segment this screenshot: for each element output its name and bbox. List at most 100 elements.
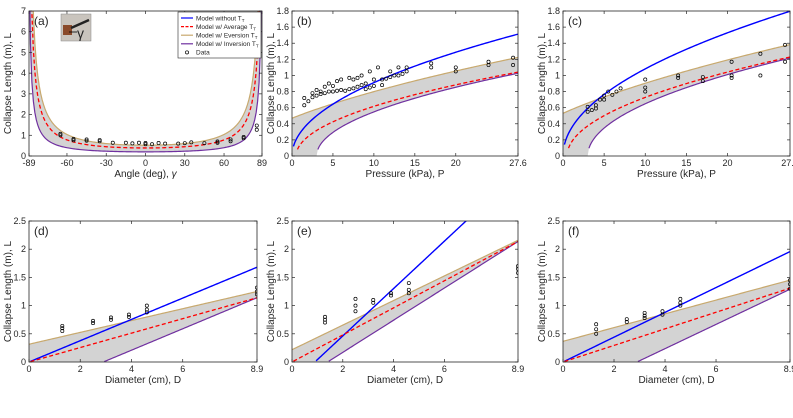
data-point [314,87,319,92]
y-tick-label: 0 [21,151,26,161]
data-point [339,87,344,92]
panel-c: 0 5 10 15 20 27.6 0 0.2 0.4 0.6 0.8 1 1.2 1.4 1.6 1.8 Pr… [537,6,793,180]
x-tick-label: 10 [640,158,650,168]
data-point [594,327,599,332]
data-point [676,75,681,80]
data-point [322,84,327,89]
data-point [598,97,602,102]
panel-e: 0 2 4 6 8.9 0 0.5 1 1.5 2 2.5 Diameter (cm), D Colla… [266,216,524,386]
data-point [371,77,376,82]
y-axis-label: Collapse Length (m), L [3,32,14,134]
y-tick-label: 0.5 [276,329,289,339]
data-point [511,63,516,67]
y-tick-label: 2.5 [13,216,26,226]
data-point [156,140,161,145]
x-tick-label: 20 [722,158,732,168]
data-point [678,300,683,305]
data-point [624,317,629,322]
y-tick-label: 0 [21,357,26,367]
x-axis-label: Diameter (cm), D [105,375,181,386]
x-tick-label: 4 [391,364,396,374]
data-point [404,69,409,74]
y-tick-label: 0.2 [276,135,289,145]
data-point [314,93,319,98]
inset-photo: γ [60,13,92,42]
y-tick-label: 1.8 [276,6,289,16]
data-point [182,141,187,146]
data-point [353,309,358,314]
data-point [642,313,647,318]
data-point [330,83,335,88]
y-tick-label: 2 [555,244,560,254]
data-point [228,137,233,142]
data-point [371,300,376,305]
x-tick-label: 0 [560,364,565,374]
data-point [163,141,168,146]
data-point [144,303,149,308]
y-axis-label: Collapse Length (m), L [3,240,14,342]
y-tick-label: 0.8 [276,87,289,97]
data-point [676,73,681,78]
x-axis-label: Diameter (cm), D [638,375,714,386]
data-point [642,316,647,320]
uncertainty-band [29,11,262,152]
data-point [380,83,385,88]
y-tick-label: 2 [21,244,26,254]
x-tick-label: 20 [451,158,461,168]
y-tick-label: 1 [555,70,560,80]
plot-area-f [563,250,790,362]
data-point [302,96,307,100]
data-point [594,331,599,336]
x-tick-label: 0 [289,364,294,374]
data-point [318,92,323,96]
x-tick-label: 0 [143,158,148,168]
data-point [642,310,647,315]
legend-label-no_tt: Model without TT [196,15,245,23]
data-point [71,138,76,143]
y-tick-label: 0.5 [547,329,560,339]
data-point [453,69,458,74]
data-point [97,138,102,142]
data-point [322,91,327,96]
data-point [589,108,594,113]
y-tick-label: 3 [21,89,26,99]
y-tick-label: 0.6 [547,103,560,113]
data-point [729,73,734,78]
uncertainty-band [292,57,518,156]
data-point [326,89,331,94]
y-tick-label: 7 [21,6,26,16]
y-tick-label: 1.2 [547,54,560,64]
data-point [643,89,648,94]
data-point [404,65,409,70]
data-point [367,69,372,74]
data-point [396,65,401,70]
average-model-line [31,11,260,149]
y-tick-label: 1.2 [276,54,289,64]
data-point [323,317,327,322]
data-point [788,282,790,287]
legend-data-marker [185,50,189,55]
axes-frame [291,220,519,363]
average-model-line [296,71,518,150]
x-tick-label: 0 [289,158,294,168]
data-point [123,140,128,145]
x-tick-label: 0 [26,364,31,374]
data-point [202,141,207,146]
x-axis-label: Diameter (cm), D [367,375,443,386]
data-point [326,81,331,86]
panel-label: (e) [297,224,312,238]
data-point [323,314,327,319]
data-point [396,73,401,78]
data-point [347,75,352,80]
inversion-model-line [104,297,257,362]
data-point [84,138,89,143]
y-tick-label: 6 [21,27,26,37]
eversion-model-line [32,11,259,146]
data-point [585,109,590,114]
data-point [58,133,63,138]
data-point [60,323,65,328]
panel-f: 0 2 4 6 8.9 0 0.5 1 1.5 2 2.5 Diameter (cm), D Colla… [537,216,793,386]
data-point [700,75,705,80]
